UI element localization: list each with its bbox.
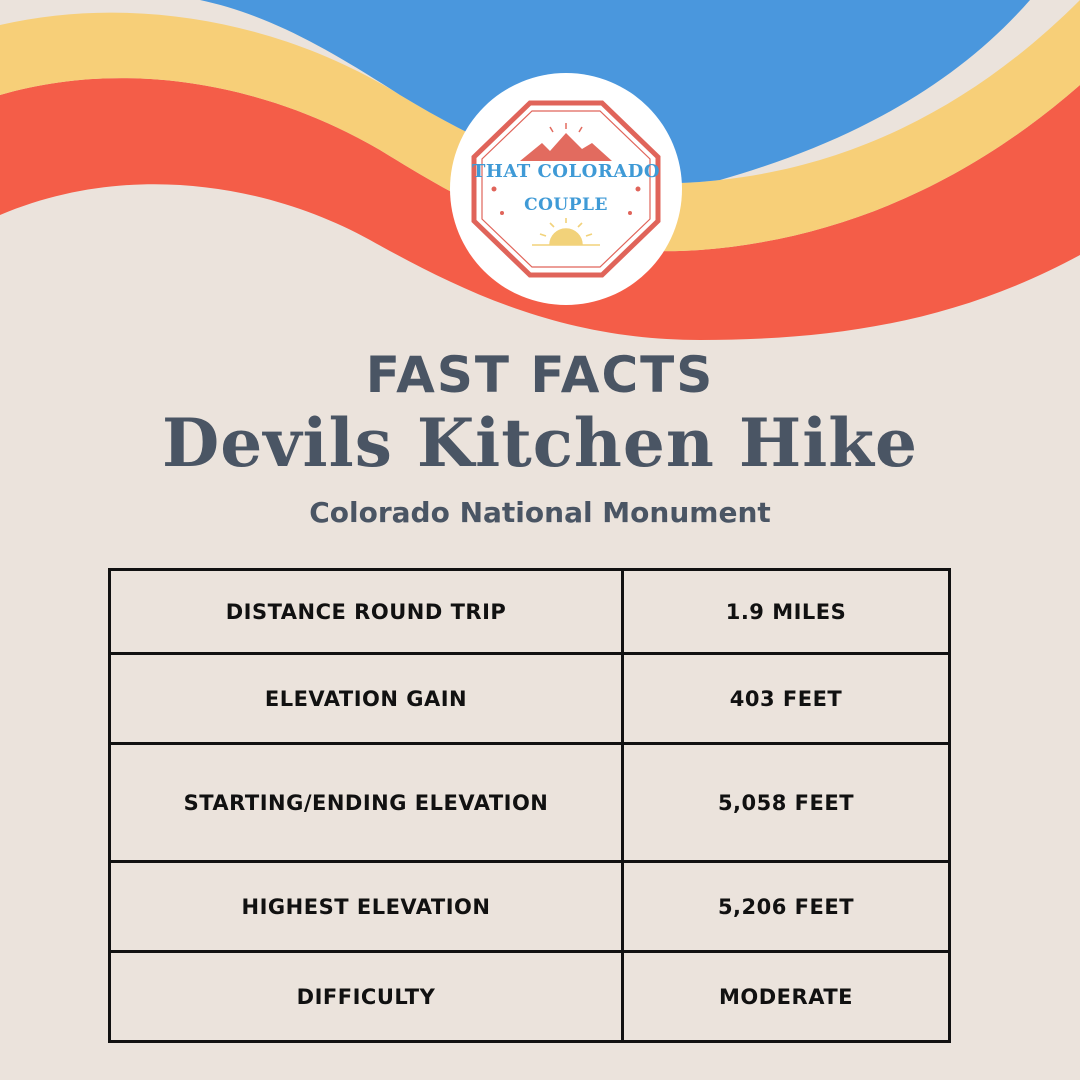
table-row: STARTING/ENDING ELEVATION 5,058 FEET [108, 742, 951, 863]
logo-emblem [471, 100, 661, 278]
fact-label: ELEVATION GAIN [108, 652, 624, 745]
hike-title: Devils Kitchen Hike [161, 404, 919, 482]
table-row: DISTANCE ROUND TRIP 1.9 MILES [108, 568, 951, 655]
location-subtitle: Colorado National Monument [309, 496, 771, 529]
yellow-wave-stripe [0, 0, 1080, 252]
fact-label: STARTING/ENDING ELEVATION [108, 742, 624, 863]
logo-hexagon-inner [481, 110, 651, 268]
fact-value: 403 FEET [621, 652, 951, 745]
sunrise-icon [532, 218, 600, 246]
mountain-icon [520, 133, 612, 161]
fact-label: DISTANCE ROUND TRIP [108, 568, 624, 655]
fact-value: 1.9 MILES [621, 568, 951, 655]
fact-value: MODERATE [621, 950, 951, 1043]
logo-dot-left-lower [500, 211, 504, 215]
fact-value: 5,058 FEET [621, 742, 951, 863]
table-row: HIGHEST ELEVATION 5,206 FEET [108, 860, 951, 953]
fact-label: DIFFICULTY [108, 950, 624, 1043]
table-row: ELEVATION GAIN 403 FEET [108, 652, 951, 745]
fact-label: HIGHEST ELEVATION [108, 860, 624, 953]
table-row: DIFFICULTY MODERATE [108, 950, 951, 1043]
logo-dot-left [491, 186, 497, 192]
mountain-sun-rays [549, 123, 583, 133]
logo-hexagon-border [471, 100, 661, 278]
logo-text-line1: THAT COLORADO [471, 161, 661, 182]
fast-facts-heading: FAST FACTS [365, 346, 715, 404]
logo-dot-right [635, 186, 641, 192]
logo-text-line2: COUPLE [524, 195, 608, 215]
fact-value: 5,206 FEET [621, 860, 951, 953]
fast-facts-table: DISTANCE ROUND TRIP 1.9 MILES ELEVATION … [108, 568, 951, 1043]
brand-logo: THAT COLORADO COUPLE [450, 73, 682, 305]
logo-dot-right-lower [628, 211, 632, 215]
red-wave-stripe [0, 78, 1080, 340]
